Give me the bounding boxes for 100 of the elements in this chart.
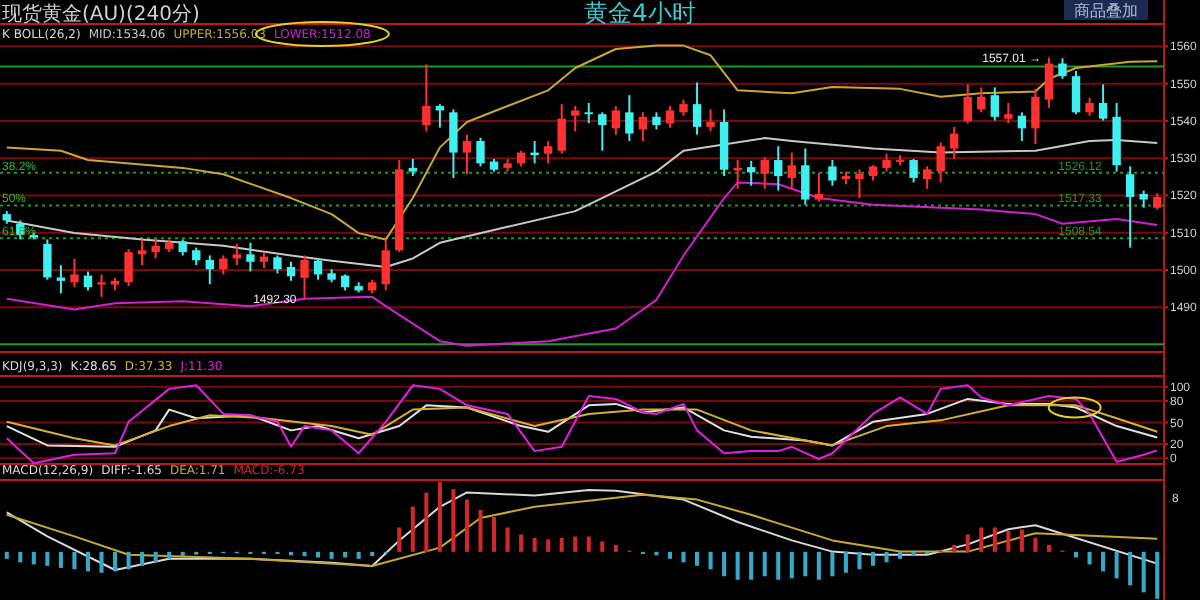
- bar: [1019, 529, 1024, 552]
- bar: [140, 551, 145, 566]
- bar: [302, 551, 307, 557]
- candlestick: [760, 156, 769, 190]
- candlestick: [1044, 56, 1054, 109]
- candlestick: [246, 241, 255, 273]
- bar: [478, 510, 483, 552]
- bar: [776, 551, 781, 580]
- bar: [519, 534, 524, 552]
- bar: [370, 551, 375, 557]
- bar: [1114, 551, 1119, 579]
- candlestick: [922, 165, 932, 190]
- line-series: [5, 404, 1159, 447]
- bar: [126, 551, 131, 570]
- candlestick: [706, 108, 715, 133]
- candlestick: [950, 125, 959, 160]
- bar: [600, 541, 605, 552]
- line-series: [5, 384, 1159, 465]
- candlestick: [83, 270, 93, 292]
- candlestick: [449, 108, 458, 179]
- candlestick: [462, 133, 472, 176]
- bar: [424, 492, 429, 552]
- bar: [546, 539, 551, 552]
- bar: [85, 551, 91, 572]
- candlestick: [977, 86, 986, 114]
- bar: [4, 551, 9, 559]
- bar: [722, 551, 727, 577]
- candlestick: [557, 103, 566, 155]
- bar: [965, 534, 970, 552]
- candlestick: [124, 248, 133, 288]
- bar: [695, 551, 700, 566]
- candlestick: [1058, 57, 1067, 80]
- candlestick: [300, 254, 309, 300]
- candlestick: [56, 264, 66, 295]
- candlestick: [963, 83, 972, 125]
- bar: [1033, 537, 1038, 552]
- bar: [31, 551, 36, 565]
- bar: [505, 527, 510, 552]
- bar: [573, 536, 578, 552]
- bar: [870, 551, 876, 566]
- bar: [613, 544, 618, 552]
- candlestick: [313, 257, 323, 281]
- bar: [329, 551, 334, 559]
- bar: [898, 551, 903, 559]
- bar: [911, 551, 916, 557]
- bar: [153, 551, 158, 563]
- candlestick: [665, 105, 675, 129]
- bar: [167, 551, 172, 559]
- bar: [952, 544, 957, 552]
- candlestick: [719, 108, 729, 178]
- bar: [180, 551, 185, 557]
- bar: [532, 537, 537, 552]
- candlestick: [1071, 69, 1081, 116]
- candlestick: [1017, 111, 1027, 143]
- bar: [816, 551, 821, 580]
- bar: [1128, 551, 1133, 586]
- bar: [735, 551, 740, 580]
- bar: [464, 499, 469, 552]
- bar: [667, 551, 673, 559]
- candlestick: [855, 168, 864, 200]
- bar: [857, 551, 862, 570]
- bar: [884, 551, 889, 563]
- bar: [1155, 551, 1160, 599]
- candlestick: [909, 157, 918, 184]
- bar: [762, 551, 767, 577]
- candlestick: [1031, 87, 1040, 146]
- bar: [992, 527, 997, 552]
- candlestick: [638, 111, 648, 143]
- bar: [99, 551, 104, 573]
- candlestick: [746, 159, 756, 187]
- candlestick: [611, 105, 621, 136]
- line-series: [5, 44, 1159, 241]
- candlestick: [205, 254, 214, 286]
- candlestick: [571, 105, 580, 133]
- bar: [1087, 551, 1092, 565]
- candlestick: [990, 86, 1000, 122]
- bar: [1101, 551, 1106, 572]
- candlestick: [828, 159, 837, 187]
- line-series: [5, 396, 1159, 448]
- bar: [586, 536, 591, 552]
- text: 商品叠加: [1074, 2, 1138, 20]
- candlestick: [774, 145, 783, 192]
- bar: [451, 489, 456, 552]
- candlestick: [1125, 165, 1135, 249]
- candlestick: [43, 238, 52, 281]
- candlestick: [137, 238, 147, 267]
- candlestick: [232, 242, 242, 267]
- bar: [437, 482, 442, 552]
- candlestick: [598, 111, 607, 152]
- bar: [979, 527, 984, 552]
- bar: [749, 551, 754, 580]
- candlestick: [1098, 83, 1108, 122]
- bar: [58, 551, 63, 568]
- chart-title: 黄金4小时: [584, 0, 696, 27]
- bar: [45, 551, 50, 566]
- bar: [1006, 530, 1011, 552]
- candlestick: [1004, 102, 1013, 125]
- candlestick: [814, 172, 824, 203]
- bar: [843, 551, 848, 573]
- candlestick: [936, 141, 945, 184]
